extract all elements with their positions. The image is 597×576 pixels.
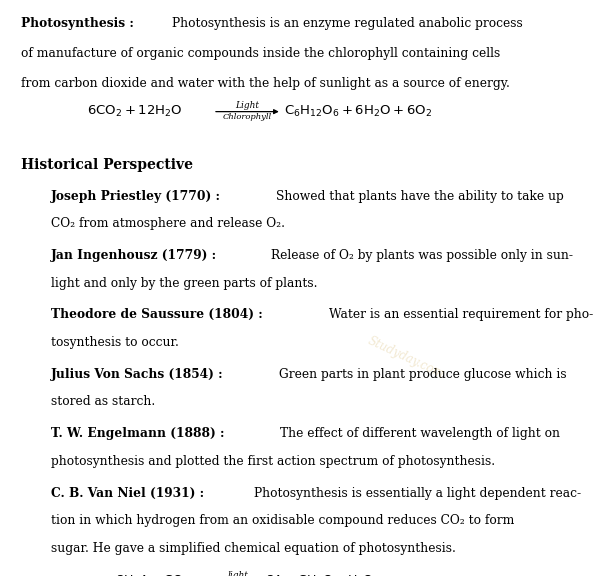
Text: $2\mathrm{H}_2\mathrm{A}+\mathrm{CO}_2$: $2\mathrm{H}_2\mathrm{A}+\mathrm{CO}_2$	[116, 574, 189, 576]
Text: Water is an essential requirement for pho-: Water is an essential requirement for ph…	[330, 308, 593, 321]
Text: light: light	[228, 571, 249, 576]
Text: The effect of different wavelength of light on: The effect of different wavelength of li…	[280, 427, 560, 440]
Text: C. B. Van Niel (1931) :: C. B. Van Niel (1931) :	[51, 487, 208, 500]
Text: Green parts in plant produce glucose which is: Green parts in plant produce glucose whi…	[279, 368, 567, 381]
Text: $6\mathrm{CO}_2+12\mathrm{H}_2\mathrm{O}$: $6\mathrm{CO}_2+12\mathrm{H}_2\mathrm{O}…	[87, 104, 182, 119]
Text: sugar. He gave a simplified chemical equation of photosynthesis.: sugar. He gave a simplified chemical equ…	[51, 542, 456, 555]
Text: of manufacture of organic compounds inside the chlorophyll containing cells: of manufacture of organic compounds insi…	[21, 47, 500, 60]
Text: T. W. Engelmann (1888) :: T. W. Engelmann (1888) :	[51, 427, 229, 440]
Text: from carbon dioxide and water with the help of sunlight as a source of energy.: from carbon dioxide and water with the h…	[21, 77, 510, 90]
Text: Joseph Priestley (1770) :: Joseph Priestley (1770) :	[51, 190, 225, 203]
Text: Chlorophyll: Chlorophyll	[223, 113, 272, 122]
Text: Release of O₂ by plants was possible only in sun-: Release of O₂ by plants was possible onl…	[270, 249, 573, 262]
Text: Photosynthesis is essentially a light dependent reac-: Photosynthesis is essentially a light de…	[254, 487, 581, 500]
Text: Showed that plants have the ability to take up: Showed that plants have the ability to t…	[276, 190, 564, 203]
Text: Jan Ingenhousz (1779) :: Jan Ingenhousz (1779) :	[51, 249, 221, 262]
Text: tion in which hydrogen from an oxidisable compound reduces CO₂ to form: tion in which hydrogen from an oxidisabl…	[51, 514, 514, 528]
Text: Light: Light	[235, 101, 259, 110]
Text: CO₂ from atmosphere and release O₂.: CO₂ from atmosphere and release O₂.	[51, 217, 285, 230]
Text: Theodore de Saussure (1804) :: Theodore de Saussure (1804) :	[51, 308, 267, 321]
Text: stored as starch.: stored as starch.	[51, 396, 155, 408]
Text: $\mathrm{C}_6\mathrm{H}_{12}\mathrm{O}_6+6\mathrm{H}_2\mathrm{O}+6\mathrm{O}_2$: $\mathrm{C}_6\mathrm{H}_{12}\mathrm{O}_6…	[284, 104, 432, 119]
Text: photosynthesis and plotted the first action spectrum of photosynthesis.: photosynthesis and plotted the first act…	[51, 455, 495, 468]
Text: $2\mathrm{A}+\mathrm{CH}_2\mathrm{O}+\mathrm{H}_2\mathrm{O}$: $2\mathrm{A}+\mathrm{CH}_2\mathrm{O}+\ma…	[266, 574, 374, 576]
Text: Historical Perspective: Historical Perspective	[21, 158, 193, 172]
Text: light and only by the green parts of plants.: light and only by the green parts of pla…	[51, 276, 317, 290]
Text: Photosynthesis is an enzyme regulated anabolic process: Photosynthesis is an enzyme regulated an…	[172, 17, 523, 31]
Text: Studyday.com: Studyday.com	[366, 334, 446, 381]
Text: Julius Von Sachs (1854) :: Julius Von Sachs (1854) :	[51, 368, 227, 381]
Text: tosynthesis to occur.: tosynthesis to occur.	[51, 336, 179, 349]
Text: Photosynthesis :: Photosynthesis :	[21, 17, 138, 31]
